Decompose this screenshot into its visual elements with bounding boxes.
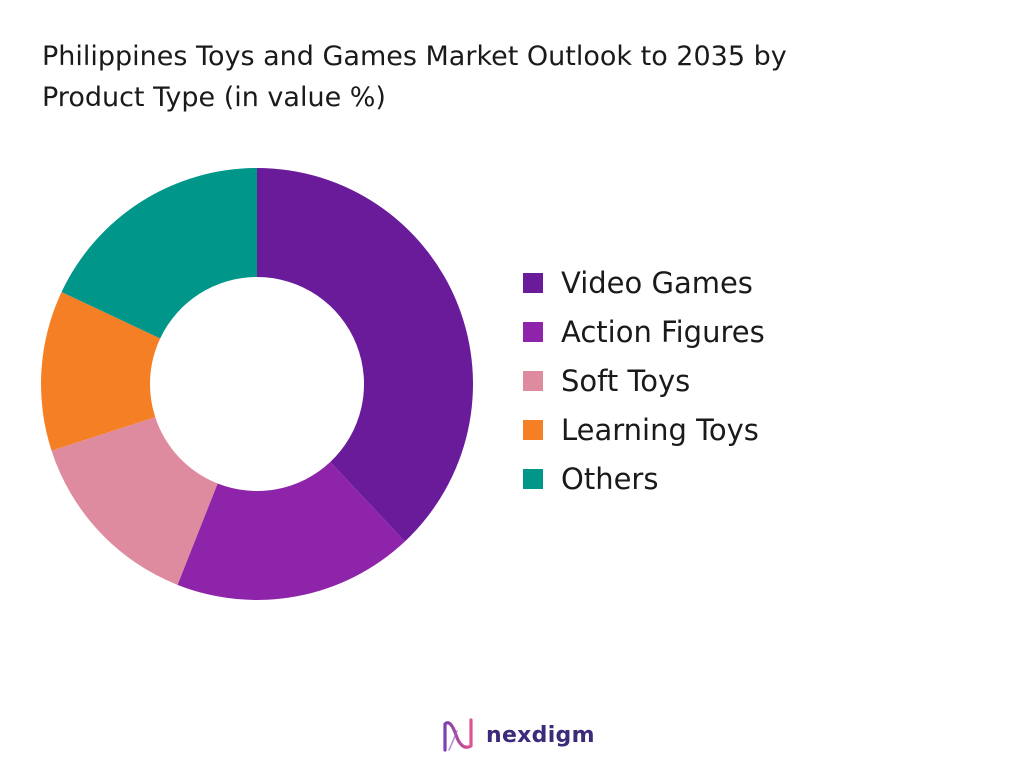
brand-name: nexdigm [486, 722, 595, 748]
legend-swatch-soft-toys [523, 370, 543, 391]
legend-label-action-figures: Action Figures [561, 314, 765, 349]
slice-video-games [257, 168, 473, 542]
legend-swatch-learning-toys [523, 419, 543, 440]
legend-label-video-games: Video Games [561, 265, 753, 300]
brand-footer: nexdigm [440, 716, 595, 754]
legend-item-learning-toys: Learning Toys [523, 405, 765, 454]
chart-legend: Video Games Action Figures Soft Toys Learni… [523, 258, 765, 503]
chart-title: Philippines Toys and Games Market Outloo… [42, 36, 942, 118]
legend-swatch-action-figures [523, 321, 543, 342]
legend-item-soft-toys: Soft Toys [523, 356, 765, 405]
donut-chart [40, 168, 473, 600]
legend-label-learning-toys: Learning Toys [561, 412, 759, 447]
legend-swatch-others [523, 468, 543, 489]
legend-swatch-video-games [523, 272, 543, 293]
slice-soft-toys [51, 417, 218, 585]
nexdigm-wave-logo-icon [443, 718, 473, 752]
legend-item-action-figures: Action Figures [523, 307, 765, 356]
slice-others [61, 168, 257, 339]
legend-label-soft-toys: Soft Toys [561, 363, 691, 398]
slice-learning-toys [40, 292, 161, 451]
legend-label-others: Others [561, 461, 659, 496]
legend-item-video-games: Video Games [523, 258, 765, 307]
slice-action-figures [177, 461, 405, 600]
legend-item-others: Others [523, 454, 765, 503]
chart-title-line-2: Product Type (in value %) [42, 82, 386, 113]
chart-title-line-1: Philippines Toys and Games Market Outloo… [42, 41, 787, 72]
